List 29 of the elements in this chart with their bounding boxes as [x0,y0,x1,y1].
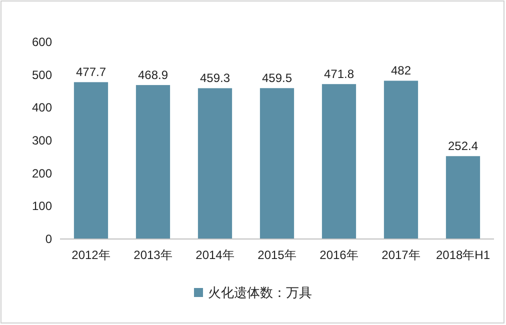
y-tick-label: 300 [32,134,52,148]
y-tick-label: 0 [45,232,52,246]
text: 468.9 [138,68,168,82]
text: 459.3 [200,71,230,86]
bar [198,88,232,239]
y-tick-label: 400 [32,100,52,115]
y-tick-label: 600 [32,35,52,49]
x-tick-label: 2018年H1 [436,248,490,262]
bar [74,82,108,239]
x-tick-label: 2012年 [72,248,110,262]
y-tick-label: 100 [32,199,52,214]
bar [136,85,170,239]
x-tick-label: 2017年 [382,248,420,262]
text: 252.4 [448,139,478,154]
bar [260,88,294,239]
text: 477.7 [76,65,106,80]
x-tick-label: 2013年 [134,248,172,262]
text: 459.5 [262,71,292,86]
legend-label: 火化遗体数：万具 [208,285,312,300]
bar [322,84,356,239]
x-tick-label: 2015年 [258,248,296,262]
x-tick-label: 2016年 [320,248,358,262]
y-tick-label: 200 [32,166,52,180]
bar [384,80,418,239]
y-tick-label: 500 [32,68,52,82]
text: 482 [390,64,412,78]
x-tick-label: 2014年 [196,248,234,262]
text: 471.8 [324,67,354,82]
bar [446,156,480,239]
